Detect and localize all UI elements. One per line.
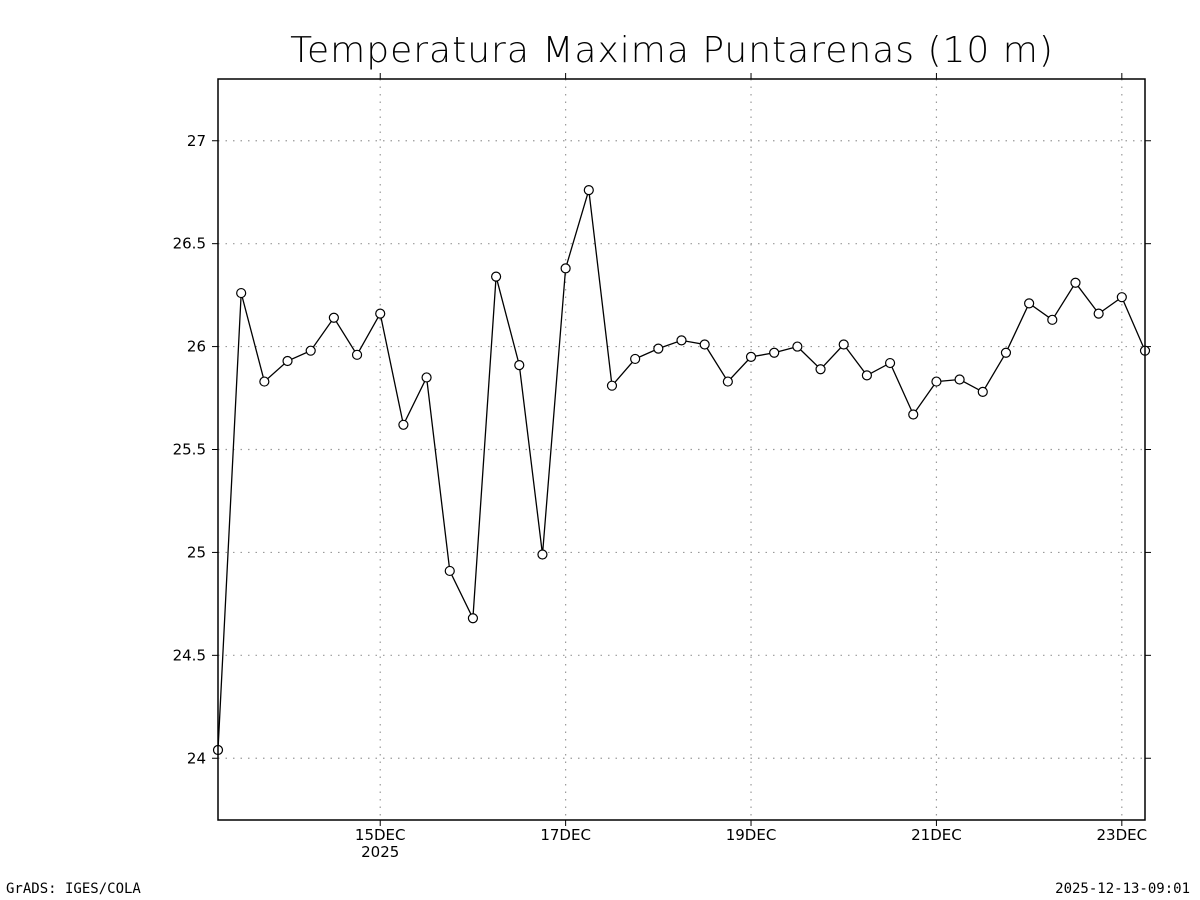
data-point xyxy=(514,360,525,371)
footer-timestamp: 2025-12-13-09:01 xyxy=(1055,881,1190,897)
x-tick-label: 23DEC xyxy=(1097,826,1148,844)
data-point xyxy=(1000,347,1012,358)
data-point xyxy=(236,287,247,299)
data-point xyxy=(884,357,896,369)
data-point xyxy=(792,341,803,352)
y-tick-label: 27 xyxy=(187,132,206,150)
y-tick-label: 26 xyxy=(187,338,206,356)
data-point xyxy=(954,374,965,385)
data-point xyxy=(282,355,293,367)
x-tick-label: 19DEC xyxy=(726,826,777,844)
data-point xyxy=(351,349,363,360)
data-point xyxy=(1116,292,1127,303)
y-tick-label: 24 xyxy=(187,749,206,767)
data-point xyxy=(977,386,988,397)
data-point xyxy=(908,409,919,420)
y-tick-label: 26.5 xyxy=(173,235,206,253)
data-point xyxy=(606,380,618,391)
data-point xyxy=(838,339,849,350)
y-tick-label: 24.5 xyxy=(173,646,206,664)
y-tick-label: 25 xyxy=(187,543,206,561)
data-point xyxy=(398,419,409,430)
data-point xyxy=(676,335,687,346)
data-point xyxy=(815,364,826,375)
data-point xyxy=(421,372,432,383)
data-point xyxy=(467,613,479,624)
data-point xyxy=(375,308,386,319)
data-point xyxy=(1093,308,1104,319)
data-point xyxy=(583,185,594,196)
x-tick-label: 15DEC xyxy=(355,826,406,844)
data-point xyxy=(1024,298,1035,309)
data-point xyxy=(491,271,502,282)
data-point xyxy=(699,339,710,350)
x-tick-year-label: 2025 xyxy=(361,843,399,861)
data-point xyxy=(722,376,733,387)
chart-title: Temperatura Maxima Puntarenas (10 m) xyxy=(290,30,1054,71)
x-tick-label: 21DEC xyxy=(911,826,962,844)
data-point xyxy=(1047,314,1058,325)
data-point xyxy=(1070,277,1081,288)
data-point xyxy=(630,353,641,365)
data-point xyxy=(537,549,548,560)
data-point xyxy=(769,347,780,358)
x-tick-label: 17DEC xyxy=(540,826,591,844)
data-point xyxy=(444,565,455,577)
grid-lines xyxy=(218,79,1145,820)
series-line xyxy=(217,189,1146,751)
data-series xyxy=(212,185,1151,756)
data-point xyxy=(328,312,339,323)
data-point xyxy=(560,263,571,274)
footer-credit: GrADS: IGES/COLA xyxy=(6,881,141,897)
plot-frame xyxy=(217,78,1146,821)
data-point xyxy=(861,370,873,381)
data-point xyxy=(653,343,664,354)
data-point xyxy=(259,376,270,387)
data-point xyxy=(931,376,942,387)
data-point xyxy=(305,345,316,356)
y-tick-label: 25.5 xyxy=(173,441,206,459)
data-point xyxy=(745,351,757,362)
